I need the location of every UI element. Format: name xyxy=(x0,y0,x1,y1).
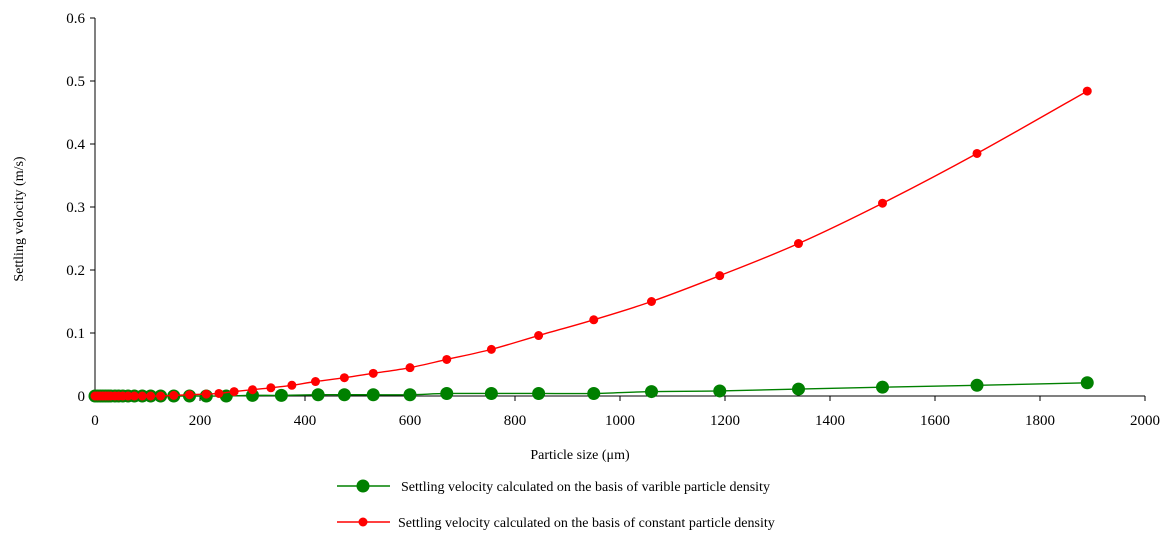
legend: Settling velocity calculated on the basi… xyxy=(337,479,775,531)
data-point xyxy=(123,391,133,401)
data-point xyxy=(339,373,349,383)
data-point xyxy=(403,388,417,402)
data-point xyxy=(1082,86,1092,96)
data-point xyxy=(645,385,658,399)
data-point xyxy=(972,148,982,158)
x-tick-label: 1600 xyxy=(920,413,950,429)
data-point xyxy=(156,391,166,401)
data-point xyxy=(647,297,656,306)
legend-marker xyxy=(356,479,370,493)
y-tick-label: 0.1 xyxy=(66,326,85,342)
x-tick-label: 1800 xyxy=(1025,413,1055,429)
data-point xyxy=(248,385,257,395)
data-point xyxy=(274,388,288,402)
series-constant-density xyxy=(90,86,1092,401)
x-tick-label: 600 xyxy=(399,413,422,429)
series-layer xyxy=(88,86,1094,403)
data-point xyxy=(715,271,725,281)
data-point xyxy=(337,388,351,402)
data-point xyxy=(484,386,498,400)
data-point xyxy=(440,386,454,400)
y-tick-label: 0 xyxy=(78,389,86,405)
x-tick-label: 1200 xyxy=(710,413,740,429)
data-point xyxy=(876,380,889,394)
legend-label: Settling velocity calculated on the basi… xyxy=(398,516,775,531)
data-point xyxy=(534,331,544,341)
data-point xyxy=(587,386,601,400)
data-point xyxy=(442,354,452,364)
data-point xyxy=(214,388,224,398)
data-point xyxy=(185,390,194,400)
x-tick-label: 800 xyxy=(504,413,527,429)
x-tick-label: 1000 xyxy=(605,413,635,429)
y-tick-label: 0.2 xyxy=(66,263,85,279)
data-point xyxy=(129,391,139,401)
y-tick-label: 0.5 xyxy=(66,74,85,90)
x-tick-label: 400 xyxy=(294,413,317,429)
y-axis-ticks: 0 0.1 0.2 0.3 0.4 0.5 0.6 xyxy=(66,11,95,405)
legend-entry: Settling velocity calculated on the basi… xyxy=(337,479,770,495)
data-point xyxy=(792,382,805,396)
data-point xyxy=(366,388,380,402)
data-point xyxy=(287,380,297,390)
legend-marker xyxy=(358,517,368,527)
data-point xyxy=(405,363,415,373)
x-tick-label: 1400 xyxy=(815,413,845,429)
legend-label: Settling velocity calculated on the basi… xyxy=(401,480,770,495)
data-point xyxy=(589,315,599,325)
legend-entry: Settling velocity calculated on the basi… xyxy=(337,516,775,531)
x-axis-title: Particle size (μm) xyxy=(530,448,630,463)
data-point xyxy=(486,344,496,354)
data-point xyxy=(794,239,803,249)
data-point xyxy=(532,386,546,400)
data-point xyxy=(713,384,727,398)
x-tick-label: 0 xyxy=(91,413,99,429)
data-point xyxy=(169,390,179,400)
x-tick-label: 200 xyxy=(189,413,212,429)
x-tick-label: 2000 xyxy=(1130,413,1160,429)
data-point xyxy=(201,389,211,399)
data-point xyxy=(266,383,276,393)
y-axis-title: Settling velocity (m/s) xyxy=(12,156,27,282)
series-variable-density xyxy=(88,376,1094,403)
data-point xyxy=(878,198,887,208)
data-point xyxy=(146,391,156,401)
data-point xyxy=(311,377,320,387)
y-tick-label: 0.4 xyxy=(66,137,85,153)
y-tick-label: 0.3 xyxy=(66,200,85,216)
y-tick-label: 0.6 xyxy=(66,11,85,27)
data-point xyxy=(229,387,239,397)
series-line xyxy=(94,90,1088,397)
data-point xyxy=(311,388,325,402)
data-point xyxy=(970,378,984,392)
data-point xyxy=(1080,376,1094,390)
data-point xyxy=(137,391,147,401)
x-axis-ticks: 0 200 400 600 800 1000 1200 1400 1600 1800 2000 xyxy=(91,396,1160,429)
data-point xyxy=(368,368,378,378)
